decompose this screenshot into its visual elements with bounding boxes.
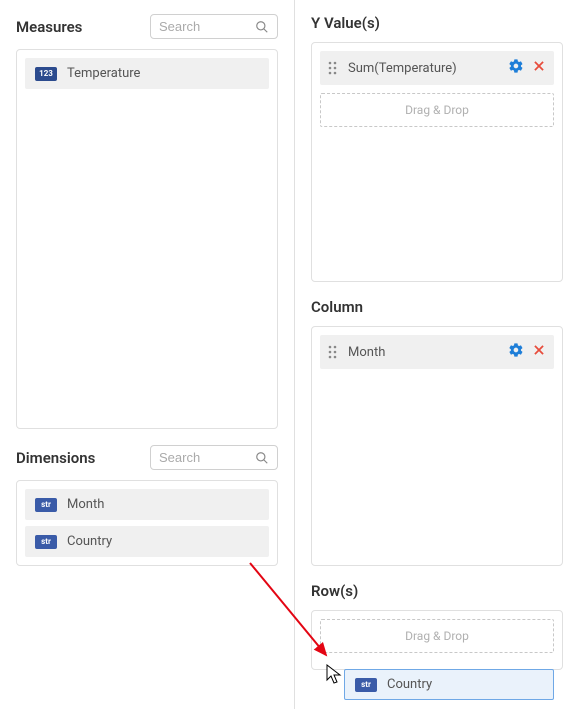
field-label: Country	[67, 534, 112, 549]
assigned-label: Sum(Temperature)	[348, 61, 508, 76]
rows-section: Row(s) Drag & Drop	[295, 576, 579, 680]
measure-item-temperature[interactable]: 123 Temperature	[25, 58, 269, 89]
column-dropzone[interactable]: Month	[311, 326, 563, 566]
measures-search-input[interactable]	[159, 19, 255, 34]
column-section: Column Month	[295, 292, 579, 576]
drag-ghost-country: str Country	[344, 669, 554, 700]
string-type-icon: str	[355, 678, 377, 692]
right-panel: Y Value(s) Sum(Temperature) Drag & Drop	[295, 0, 579, 709]
rows-dropzone[interactable]: Drag & Drop	[311, 610, 563, 670]
field-label: Country	[387, 677, 432, 692]
field-label: Temperature	[67, 66, 140, 81]
field-label: Month	[67, 497, 104, 512]
dimensions-title: Dimensions	[16, 449, 95, 467]
column-item-month[interactable]: Month	[320, 335, 554, 369]
numeric-type-icon: 123	[35, 67, 57, 81]
column-title: Column	[311, 298, 563, 316]
drag-handle-icon[interactable]	[328, 345, 338, 359]
yvalues-dropzone[interactable]: Sum(Temperature) Drag & Drop	[311, 42, 563, 282]
search-icon	[255, 451, 269, 465]
rows-title: Row(s)	[311, 582, 563, 600]
measures-search[interactable]	[150, 14, 278, 39]
close-icon[interactable]	[532, 59, 546, 77]
assigned-label: Month	[348, 345, 508, 360]
left-panel: Measures 123 Temperature Dimensions	[0, 0, 295, 709]
rows-drop-hint[interactable]: Drag & Drop	[320, 619, 554, 653]
dimension-item-month[interactable]: str Month	[25, 489, 269, 520]
dimensions-search-input[interactable]	[159, 450, 255, 465]
yvalues-section: Y Value(s) Sum(Temperature) Drag & Drop	[295, 0, 579, 292]
string-type-icon: str	[35, 535, 57, 549]
yvalues-drop-hint[interactable]: Drag & Drop	[320, 93, 554, 127]
gear-icon[interactable]	[508, 58, 524, 78]
search-icon	[255, 20, 269, 34]
drag-handle-icon[interactable]	[328, 61, 338, 75]
dimensions-list: str Month str Country	[16, 480, 278, 566]
yvalues-title: Y Value(s)	[311, 14, 563, 32]
dimensions-search[interactable]	[150, 445, 278, 470]
measures-title: Measures	[16, 18, 82, 36]
string-type-icon: str	[35, 498, 57, 512]
measures-section: Measures 123 Temperature	[0, 0, 294, 441]
measures-list: 123 Temperature	[16, 49, 278, 429]
gear-icon[interactable]	[508, 342, 524, 362]
yvalue-item-sum-temperature[interactable]: Sum(Temperature)	[320, 51, 554, 85]
close-icon[interactable]	[532, 343, 546, 361]
dimension-item-country[interactable]: str Country	[25, 526, 269, 557]
dimensions-section: Dimensions str Month str Country	[0, 441, 294, 578]
